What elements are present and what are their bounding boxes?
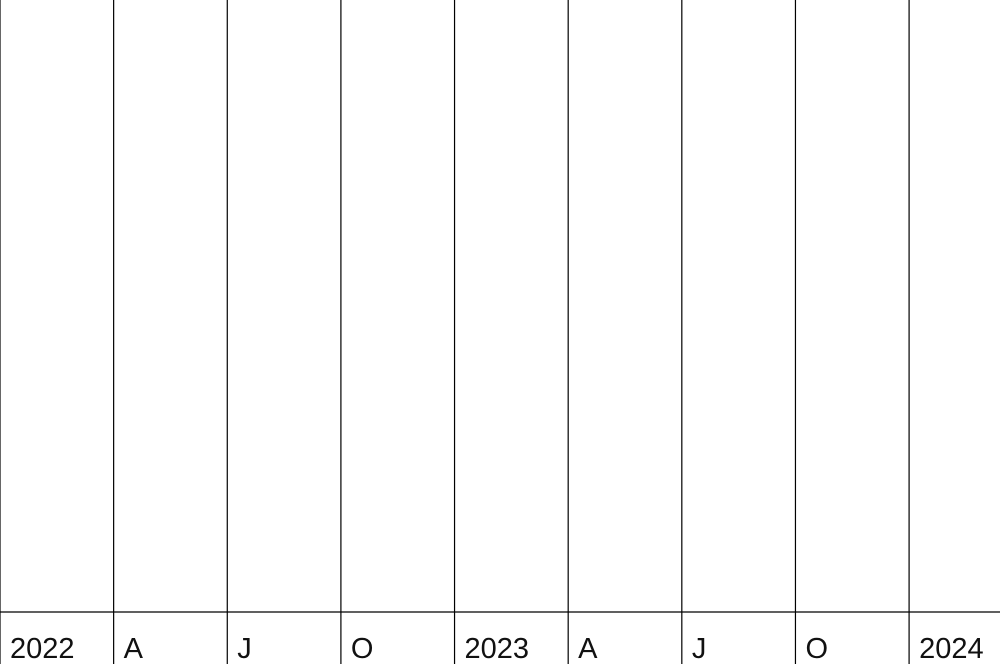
x-tick-label-3: O [351, 633, 374, 664]
x-tick-label-2: J [237, 633, 252, 664]
x-tick-label-1: A [124, 633, 144, 664]
x-tick-label-0: 2022 [10, 633, 75, 664]
x-tick-label-7: O [805, 633, 828, 664]
x-tick-label-5: A [578, 633, 598, 664]
x-tick-label-6: J [692, 633, 707, 664]
x-tick-label-8: 2024 [919, 633, 984, 664]
tick-labels: 801001201401601802022AJO2023AJO2024 [10, 633, 984, 664]
x-tick-label-4: 2023 [465, 633, 530, 664]
